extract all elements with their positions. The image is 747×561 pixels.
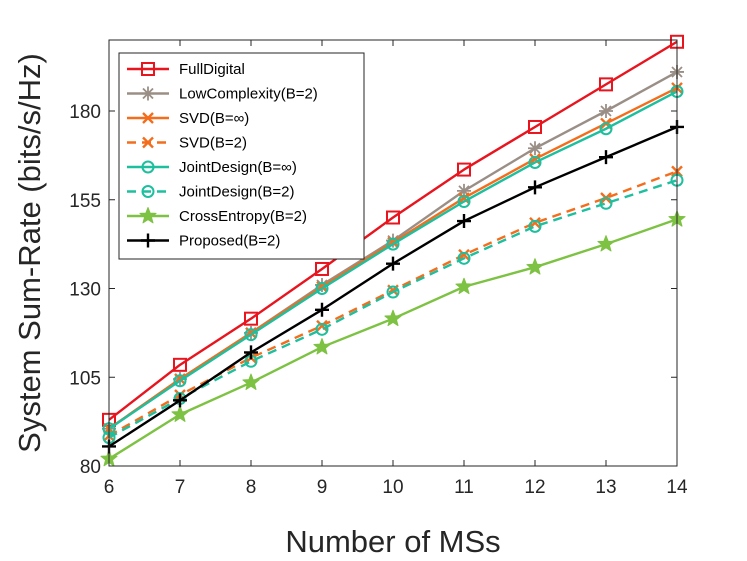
y-tick-label: 130 — [69, 280, 101, 301]
legend-marker — [141, 185, 155, 198]
data-point — [173, 374, 187, 388]
legend-label: FullDigital — [179, 61, 245, 78]
legend-entry: JointDesign(B=∞) — [127, 159, 297, 176]
y-tick-label: 180 — [69, 102, 101, 123]
data-point — [386, 285, 400, 299]
data-point — [599, 150, 613, 165]
legend-label: JointDesign(B=∞) — [179, 159, 297, 176]
data-point — [315, 302, 329, 317]
x-tick-label: 8 — [246, 477, 257, 498]
data-point — [315, 322, 329, 336]
legend-marker — [141, 62, 155, 76]
data-point — [529, 153, 541, 165]
x-tick-label: 14 — [666, 477, 688, 498]
legend-marker — [142, 136, 154, 149]
data-point — [599, 104, 613, 118]
data-point — [315, 261, 329, 276]
legend-label: SVD(B=2) — [179, 135, 247, 152]
x-tick-label: 13 — [595, 477, 616, 498]
data-point — [244, 345, 258, 360]
y-axis-ticks: 80 105 130 155 180 — [69, 102, 677, 478]
y-tick-label: 155 — [69, 191, 101, 212]
data-point — [386, 237, 400, 251]
y-axis-label: System Sum-Rate (bits/s/Hz) — [12, 53, 47, 453]
y-tick-label: 80 — [80, 457, 101, 478]
x-tick-label: 10 — [382, 477, 403, 498]
data-point — [173, 357, 187, 372]
legend-entry: LowComplexity(B=2) — [127, 86, 318, 103]
data-point — [528, 180, 542, 195]
data-point — [457, 214, 471, 229]
data-point — [386, 233, 400, 248]
series-line — [108, 40, 678, 421]
legend-label: Proposed(B=2) — [179, 233, 280, 250]
data-point — [315, 282, 329, 295]
data-point — [386, 256, 400, 271]
x-tick-label: 6 — [104, 477, 115, 498]
legend-marker — [142, 112, 154, 124]
data-point — [458, 192, 470, 204]
data-point — [457, 162, 471, 177]
legend-box — [118, 52, 365, 260]
legend-label: CrossEntropy(B=2) — [179, 208, 307, 225]
legend: FullDigital LowComplexity(B=2) SVD(B=∞) SVD… — [118, 52, 365, 260]
legend-label: SVD(B=∞) — [179, 110, 249, 127]
legend-entry: CrossEntropy(B=2) — [127, 207, 307, 225]
legend-label: LowComplexity(B=2) — [179, 86, 318, 103]
x-tick-label: 12 — [524, 477, 545, 498]
legend-label: JointDesign(B=2) — [179, 184, 294, 201]
data-point — [384, 309, 402, 327]
data-point — [173, 393, 187, 408]
x-tick-label: 9 — [317, 477, 328, 498]
data-point — [244, 311, 258, 326]
legend-marker — [141, 233, 155, 248]
data-point — [526, 258, 544, 275]
x-axis-label: Number of MSs — [285, 524, 500, 559]
data-point — [457, 251, 471, 265]
data-point — [171, 405, 189, 422]
data-point — [528, 155, 542, 169]
legend-marker — [141, 160, 155, 174]
data-point — [599, 77, 613, 92]
data-point — [316, 319, 328, 332]
x-axis-ticks: 6 7 8 9 10 11 12 13 14 — [104, 40, 688, 498]
data-point — [386, 210, 400, 225]
data-point — [457, 195, 471, 209]
data-point — [244, 328, 258, 342]
legend-marker — [141, 86, 155, 101]
data-point — [528, 141, 542, 156]
legend-entry: JointDesign(B=2) — [127, 184, 294, 201]
data-point — [457, 183, 471, 198]
series-line — [108, 90, 678, 430]
series-6 — [102, 173, 684, 445]
x-tick-label: 11 — [454, 477, 474, 498]
data-point — [455, 277, 473, 295]
data-point — [599, 196, 613, 210]
data-point — [313, 338, 331, 355]
data-point — [242, 373, 260, 390]
data-point — [599, 122, 613, 136]
data-point — [528, 219, 542, 233]
data-point — [597, 235, 615, 252]
x-tick-label: 7 — [175, 477, 186, 498]
series-line — [108, 179, 678, 439]
plot-series — [100, 34, 686, 467]
data-point — [315, 277, 329, 292]
y-tick-label: 105 — [69, 368, 101, 389]
legend-marker — [139, 207, 157, 224]
legend-entry: SVD(B=∞) — [127, 110, 249, 127]
legend-entry: FullDigital — [127, 61, 245, 78]
legend-entry: SVD(B=2) — [127, 135, 247, 152]
legend-entry: Proposed(B=2) — [127, 233, 280, 250]
data-point — [458, 248, 470, 261]
data-point — [528, 119, 542, 134]
data-point — [529, 216, 541, 229]
